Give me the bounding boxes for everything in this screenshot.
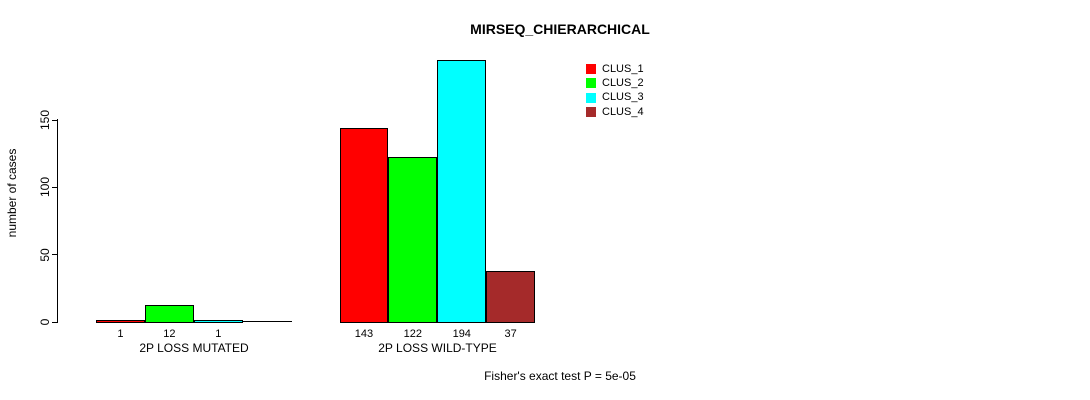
legend: CLUS_1 CLUS_2 CLUS_3 CLUS_4 bbox=[586, 62, 644, 119]
legend-item-clus_1: CLUS_1 bbox=[586, 62, 644, 76]
bar-value-label: 143 bbox=[354, 328, 374, 340]
bar-value-label: 1 bbox=[117, 328, 124, 340]
chart-title: MIRSEQ_CHIERARCHICAL bbox=[470, 21, 650, 37]
y-axis-line bbox=[57, 119, 58, 323]
y-tick bbox=[52, 119, 58, 121]
y-tick-label: 50 bbox=[38, 247, 52, 262]
bar-value-label: 194 bbox=[452, 328, 471, 340]
legend-swatch-icon bbox=[586, 92, 596, 103]
y-tick bbox=[52, 321, 58, 323]
y-tick bbox=[52, 186, 58, 188]
legend-swatch-icon bbox=[586, 64, 596, 75]
legend-item-clus_4: CLUS_4 bbox=[586, 105, 644, 119]
bar-clus_2-group2 bbox=[388, 156, 438, 323]
bar-clus_4-group2 bbox=[486, 271, 536, 323]
legend-swatch-icon bbox=[586, 107, 596, 118]
bar-value-label: 37 bbox=[504, 328, 517, 340]
bar-clus_3-group1 bbox=[193, 319, 243, 323]
legend-label: CLUS_1 bbox=[602, 62, 644, 75]
bar-clus_2-group1 bbox=[144, 304, 194, 323]
legend-swatch-icon bbox=[586, 78, 596, 89]
legend-label: CLUS_4 bbox=[602, 105, 644, 118]
y-tick-label: 0 bbox=[38, 318, 52, 326]
legend-item-clus_3: CLUS_3 bbox=[586, 91, 644, 105]
bar-value-label: 1 bbox=[215, 328, 222, 340]
y-axis-label: number of cases bbox=[5, 148, 19, 238]
bar-value-label: 12 bbox=[163, 328, 176, 340]
legend-label: CLUS_2 bbox=[602, 76, 644, 89]
pvalue-annotation: Fisher's exact test P = 5e-05 bbox=[484, 369, 636, 383]
bar-clus_1-group1 bbox=[96, 319, 145, 323]
y-tick-label: 100 bbox=[38, 177, 52, 198]
legend-item-clus_2: CLUS_2 bbox=[586, 76, 644, 90]
bar-value-label: 122 bbox=[403, 328, 423, 340]
legend-label: CLUS_3 bbox=[602, 91, 644, 104]
bar-clus_3-group2 bbox=[437, 59, 487, 323]
y-tick-label: 150 bbox=[38, 109, 52, 131]
y-tick bbox=[52, 254, 58, 256]
bar-clus_1-group2 bbox=[339, 128, 389, 323]
x-category-label-wild-type: 2P LOSS WILD-TYPE bbox=[378, 341, 497, 355]
x-category-label-mutated: 2P LOSS MUTATED bbox=[139, 341, 249, 355]
bar-clus_4-group1 bbox=[242, 321, 292, 322]
